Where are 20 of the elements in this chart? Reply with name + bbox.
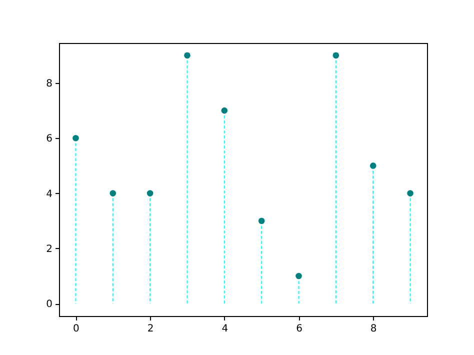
x-tick-label: 8 [370, 324, 377, 334]
point [146, 190, 154, 196]
point [110, 190, 116, 196]
y-tick-label: 8 [46, 78, 52, 90]
y-tick-label: 6 [46, 134, 52, 145]
x-tick-label: 6 [296, 324, 302, 334]
x-tick-label: 2 [147, 324, 154, 334]
point [184, 52, 190, 59]
point [332, 52, 340, 59]
point [72, 134, 79, 142]
point [296, 272, 302, 280]
y-tick-label: 0 [46, 299, 52, 310]
x-tick-label: 4 [222, 324, 228, 334]
x-tick-label: 0 [73, 324, 80, 334]
point [370, 162, 376, 169]
y-tick-label: 4 [46, 188, 52, 200]
y-tick-label: 2 [46, 244, 52, 255]
point [407, 190, 414, 196]
point [258, 218, 265, 224]
point [221, 107, 228, 114]
